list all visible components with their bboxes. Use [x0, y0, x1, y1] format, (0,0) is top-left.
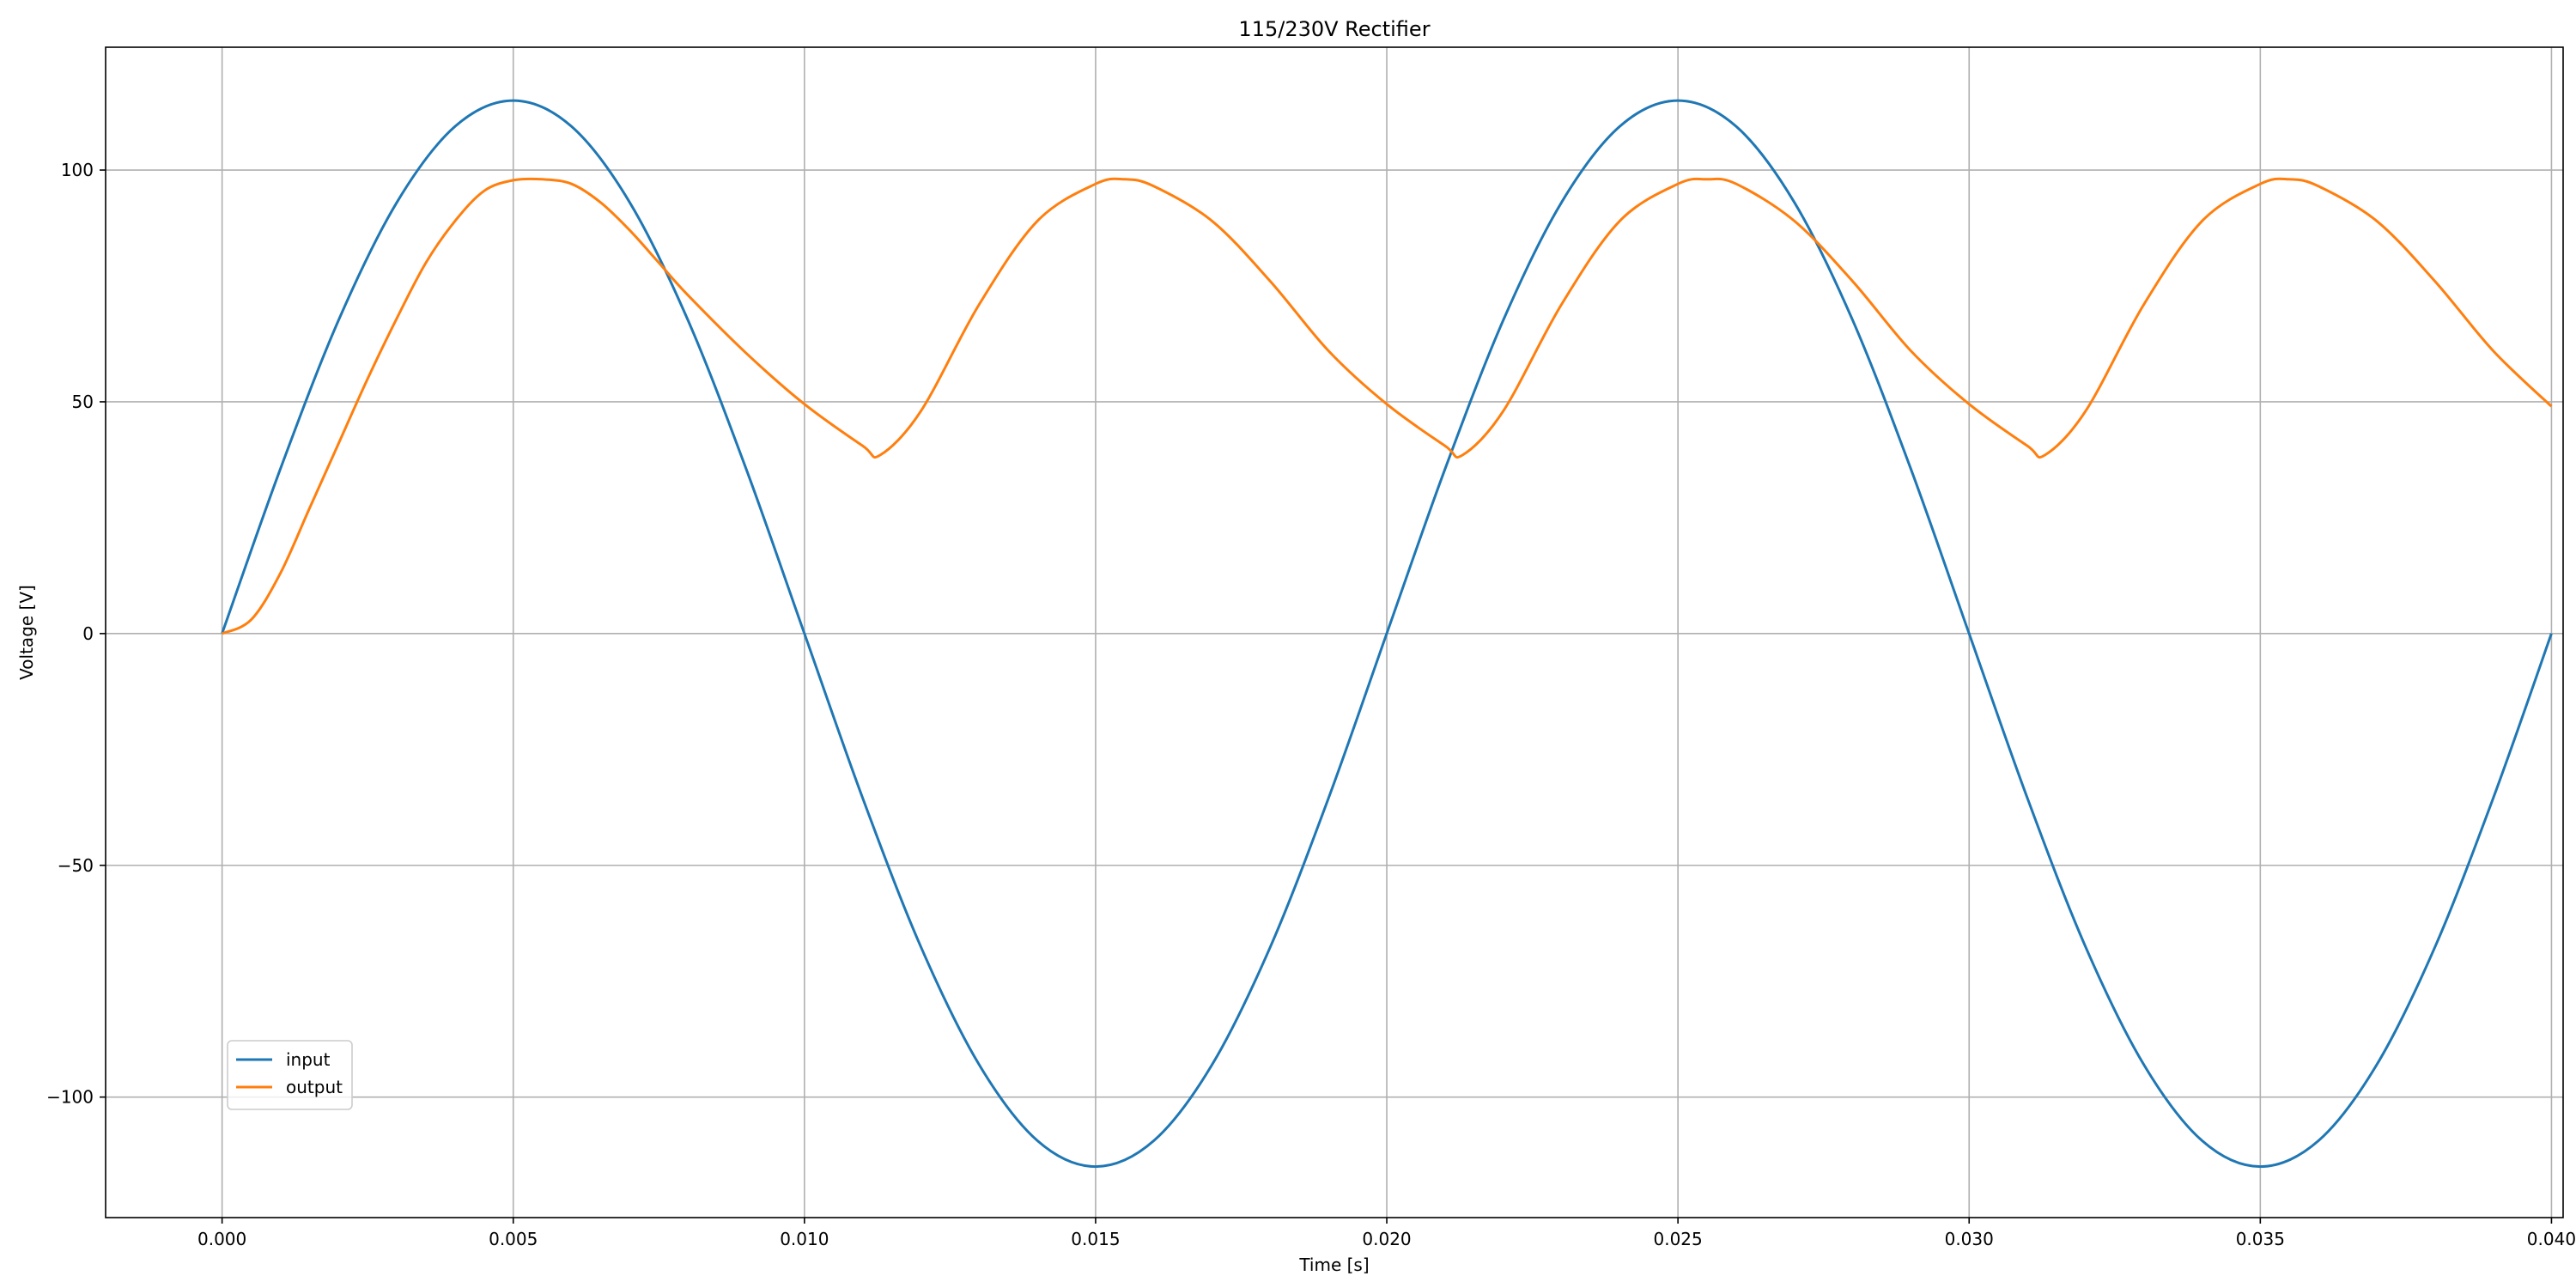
x-tick-label: 0.030	[1945, 1229, 1994, 1249]
series-line-output	[221, 177, 2553, 635]
y-tick-label: 100	[61, 160, 94, 180]
series-line-input	[221, 99, 2553, 1169]
x-axis-title: Time [s]	[1298, 1255, 1369, 1275]
y-tick-label: −50	[58, 855, 94, 876]
x-tick-label: 0.005	[489, 1229, 538, 1249]
chart-title: 115/230V Rectifier	[1238, 17, 1430, 41]
plot-area-frame	[105, 46, 2564, 1218]
y-tick-label: 0	[82, 623, 94, 644]
y-axis-ticks: −100 −50 0 50 100	[46, 160, 106, 1108]
x-tick-label: 0.000	[197, 1229, 246, 1249]
x-tick-label: 0.035	[2236, 1229, 2285, 1249]
legend-label-output: output	[286, 1077, 343, 1097]
legend-label-input: input	[286, 1049, 331, 1070]
x-tick-label: 0.020	[1362, 1229, 1411, 1249]
x-tick-label: 0.040	[2527, 1229, 2576, 1249]
legend-box	[227, 1040, 353, 1110]
x-axis-ticks: 0.000 0.005 0.010 0.015 0.020 0.025 0.030 0.035…	[197, 1218, 2576, 1249]
y-tick-label: −100	[46, 1087, 94, 1108]
legend: input output	[227, 1040, 353, 1110]
x-tick-label: 0.015	[1071, 1229, 1120, 1249]
y-tick-label: 50	[72, 392, 94, 412]
grid-lines	[106, 47, 2563, 1218]
x-tick-label: 0.025	[1654, 1229, 1703, 1249]
series-layer	[221, 99, 2553, 1169]
x-tick-label: 0.010	[780, 1229, 829, 1249]
y-axis-title: Voltage [V]	[16, 585, 37, 680]
